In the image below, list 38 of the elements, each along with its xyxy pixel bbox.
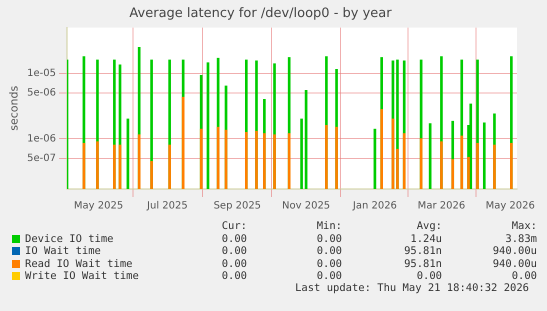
text: 95.81n	[403, 245, 442, 258]
y-tick-label: 5e-06	[27, 88, 56, 99]
text: 0.00	[316, 258, 342, 270]
text: 95.81n	[403, 258, 442, 270]
text: Min:	[316, 220, 342, 232]
x-tick-label: May 2025	[74, 200, 124, 212]
x-tick-label: Jan 2026	[352, 200, 397, 212]
text: Avg:	[416, 220, 442, 232]
x-tick-label: Mar 2026	[418, 200, 466, 212]
x-tick-label: Jul 2025	[146, 200, 188, 212]
text: 0.00	[316, 245, 342, 258]
text: 0.00	[220, 245, 247, 258]
x-tick-label: May 2026	[486, 200, 535, 212]
text: 1.24u	[409, 232, 442, 245]
text: 0.00	[510, 270, 537, 282]
y-axis-title: seconds	[7, 86, 20, 131]
text: 0.00	[220, 270, 247, 282]
text: 0.00	[220, 258, 247, 270]
text: 0.00	[316, 270, 342, 282]
legend-label: IO Wait time	[24, 245, 102, 258]
y-tick-label: 1e-06	[27, 133, 56, 144]
x-tick-label: Nov 2025	[282, 200, 330, 212]
y-tick-label: 5e-07	[27, 152, 56, 164]
legend-label: Write IO Wait time	[24, 270, 140, 282]
x-tick-label: Sep 2025	[214, 200, 262, 212]
text: 0.00	[316, 232, 342, 245]
y-tick-label: 1e-05	[27, 68, 56, 79]
text: Last update: Thu May 21 18:40:32 2026	[295, 282, 529, 294]
text: Cur:	[220, 220, 247, 232]
text: 3.83m	[504, 232, 537, 245]
text: 0.00	[220, 232, 247, 245]
text: 940.00u	[492, 258, 537, 270]
chart-title: Average latency for /dev/loop0 - by year	[129, 6, 392, 22]
text: 0.00	[416, 270, 442, 282]
text: 940.00u	[492, 245, 537, 258]
legend-label: Read IO Wait time	[24, 258, 134, 270]
legend-label: Device IO time	[24, 232, 115, 245]
text: Max:	[510, 220, 537, 232]
